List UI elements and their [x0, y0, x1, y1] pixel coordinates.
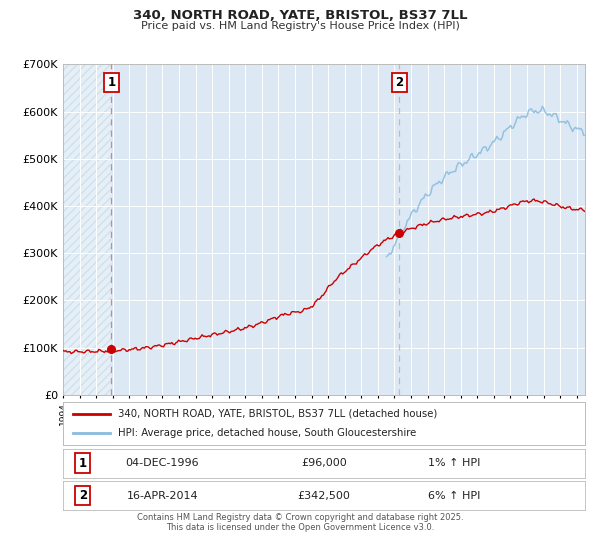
Text: 16-APR-2014: 16-APR-2014	[127, 491, 198, 501]
Text: 2: 2	[395, 76, 403, 89]
Text: 04-DEC-1996: 04-DEC-1996	[125, 458, 199, 468]
Text: £342,500: £342,500	[298, 491, 350, 501]
Text: Contains HM Land Registry data © Crown copyright and database right 2025.
This d: Contains HM Land Registry data © Crown c…	[137, 513, 463, 533]
Text: 1: 1	[79, 456, 87, 470]
Text: Price paid vs. HM Land Registry's House Price Index (HPI): Price paid vs. HM Land Registry's House …	[140, 21, 460, 31]
Text: £96,000: £96,000	[301, 458, 347, 468]
Text: HPI: Average price, detached house, South Gloucestershire: HPI: Average price, detached house, Sout…	[118, 428, 416, 438]
Text: 6% ↑ HPI: 6% ↑ HPI	[428, 491, 481, 501]
Text: 1: 1	[107, 76, 115, 89]
Text: 2: 2	[79, 489, 87, 502]
Bar	[63, 64, 112, 395]
Text: 340, NORTH ROAD, YATE, BRISTOL, BS37 7LL: 340, NORTH ROAD, YATE, BRISTOL, BS37 7LL	[133, 9, 467, 22]
Text: 340, NORTH ROAD, YATE, BRISTOL, BS37 7LL (detached house): 340, NORTH ROAD, YATE, BRISTOL, BS37 7LL…	[118, 409, 437, 419]
Text: 1% ↑ HPI: 1% ↑ HPI	[428, 458, 481, 468]
